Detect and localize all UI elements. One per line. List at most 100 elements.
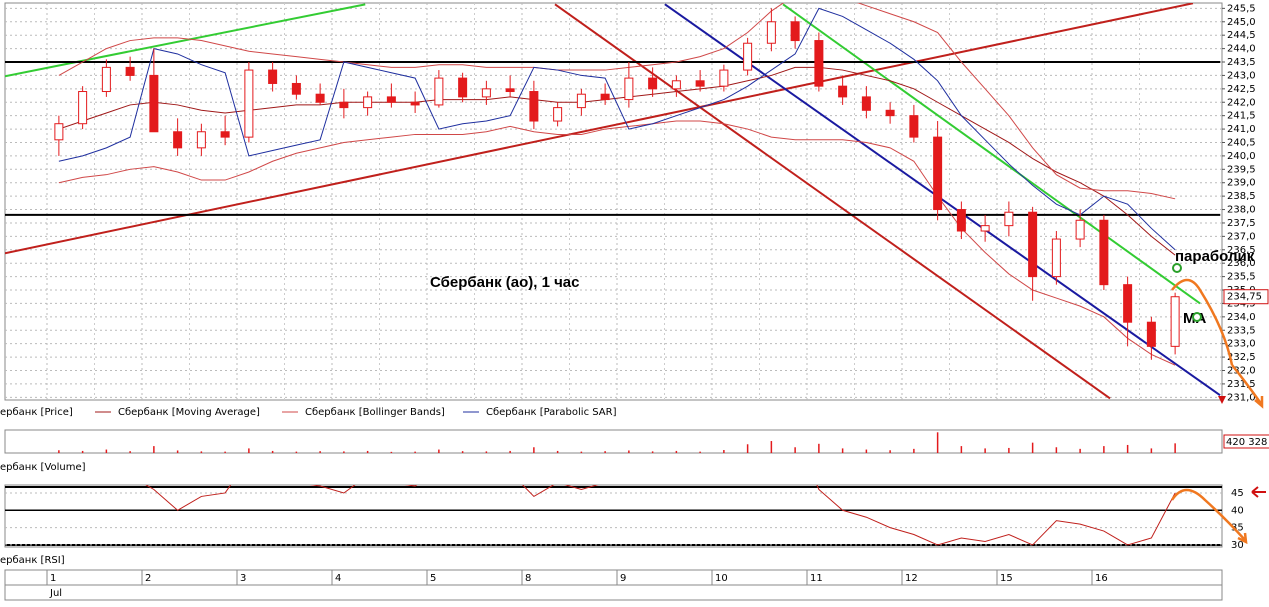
candle-body	[505, 88, 515, 93]
y-tick-label: 40	[1231, 505, 1244, 516]
marker-circle	[1172, 263, 1182, 273]
candle-body	[434, 77, 444, 106]
candle-body	[78, 91, 88, 125]
y-tick-label: 242,5	[1227, 84, 1256, 95]
y-tick-label: 238,5	[1227, 191, 1256, 202]
candle-body	[339, 101, 349, 109]
x-tick-label: 10	[715, 573, 728, 584]
price-plot	[5, 3, 1222, 400]
candle-body	[1170, 296, 1180, 347]
candle-body	[410, 101, 420, 106]
y-tick-label: 239,5	[1227, 164, 1256, 175]
candle-body	[173, 131, 183, 149]
candle-body	[268, 69, 278, 84]
chart-title: Сбербанк (ао), 1 час	[430, 274, 579, 291]
y-tick-label: 231,5	[1227, 379, 1256, 390]
y-tick-label: 233,5	[1227, 325, 1256, 336]
candle-body	[671, 80, 681, 90]
y-tick-label: 237,0	[1227, 231, 1256, 242]
legend-label: Сбербанк [Bollinger Bands]	[305, 407, 445, 418]
y-tick-label: 233,0	[1227, 339, 1256, 350]
y-tick-label: 243,0	[1227, 70, 1256, 81]
candle-body	[1004, 211, 1014, 227]
candle-body	[909, 115, 919, 138]
candle-body	[933, 136, 943, 211]
candle-body	[1123, 284, 1133, 323]
y-tick-label: 241,0	[1227, 124, 1256, 135]
candle-body	[315, 93, 325, 103]
candle-body	[838, 85, 848, 98]
candle-body	[885, 109, 895, 117]
candle-body	[196, 131, 206, 149]
candle-body	[481, 88, 491, 98]
trend-line	[782, 3, 1201, 305]
y-tick-label: 232,0	[1227, 365, 1256, 376]
candle-body	[766, 21, 776, 44]
candle-body	[980, 225, 990, 232]
candle-body	[790, 21, 800, 42]
candle-body	[529, 91, 539, 122]
candle-body	[576, 93, 586, 109]
x-tick-label: 12	[905, 573, 918, 584]
y-tick-label: 231,0	[1227, 392, 1256, 403]
x-tick-label: 2	[145, 573, 151, 584]
candle-body	[1075, 219, 1085, 240]
sar-line	[58, 7, 1176, 251]
candle-body	[291, 82, 301, 95]
x-tick-label: 9	[620, 573, 626, 584]
x-tick-label: 11	[810, 573, 823, 584]
y-tick-label: 238,0	[1227, 205, 1256, 216]
candle-body	[861, 96, 871, 111]
volume-box	[1223, 434, 1269, 449]
y-tick-label: 244,0	[1227, 44, 1256, 55]
candle-body	[719, 69, 729, 87]
volume-panel	[4, 429, 1223, 454]
y-tick-label: 236,0	[1227, 258, 1256, 269]
marker-circle	[1192, 312, 1202, 322]
y-tick-label: 45	[1231, 488, 1244, 499]
x-tick-label: 16	[1095, 573, 1108, 584]
candle-body	[1051, 238, 1061, 278]
y-tick-label: 30	[1231, 540, 1244, 551]
trend-line	[5, 3, 1194, 255]
rsi-line	[145, 485, 1176, 546]
y-tick-label: 239,0	[1227, 178, 1256, 189]
y-tick-label: 235,5	[1227, 272, 1256, 283]
candle-body	[624, 77, 634, 101]
rsi-plot	[5, 485, 1222, 546]
last-price-box	[1223, 289, 1269, 305]
candle-body	[1099, 219, 1109, 286]
candle-body	[553, 107, 563, 122]
candle-body	[1146, 321, 1156, 347]
y-tick-label: 242,0	[1227, 97, 1256, 108]
y-tick-label: 244,5	[1227, 30, 1256, 41]
y-tick-label: 237,5	[1227, 218, 1256, 229]
y-tick-label: 243,5	[1227, 57, 1256, 68]
candle-body	[54, 123, 64, 141]
forecast-arrow	[1231, 364, 1264, 409]
bollinger-upper	[58, 3, 1176, 200]
labels: 231,0231,5232,0232,5233,0233,5234,0234,5…	[0, 3, 1269, 599]
candle-body	[458, 77, 468, 98]
candle-body	[386, 96, 396, 103]
last-price-label: 234,75	[1227, 292, 1262, 303]
candle-body	[101, 66, 111, 93]
bollinger-lower	[58, 120, 1176, 366]
y-tick-label: 240,0	[1227, 151, 1256, 162]
trend-line	[554, 3, 1111, 400]
y-tick-label: 232,5	[1227, 352, 1256, 363]
x-tick-label: 4	[335, 573, 341, 584]
ma-line	[58, 66, 1176, 256]
legend-label: ербанк [Price]	[0, 407, 73, 418]
candle-body	[743, 42, 753, 71]
candle-body	[814, 40, 824, 87]
y-tick-label: 245,0	[1227, 17, 1256, 28]
x-tick-label: 15	[1000, 573, 1013, 584]
forecast-arrow	[1171, 278, 1234, 366]
candle-body	[1028, 211, 1038, 278]
candle-body	[600, 93, 610, 101]
candle-body	[695, 80, 705, 87]
y-tick-label: 234,0	[1227, 312, 1256, 323]
candle-body	[220, 131, 230, 138]
